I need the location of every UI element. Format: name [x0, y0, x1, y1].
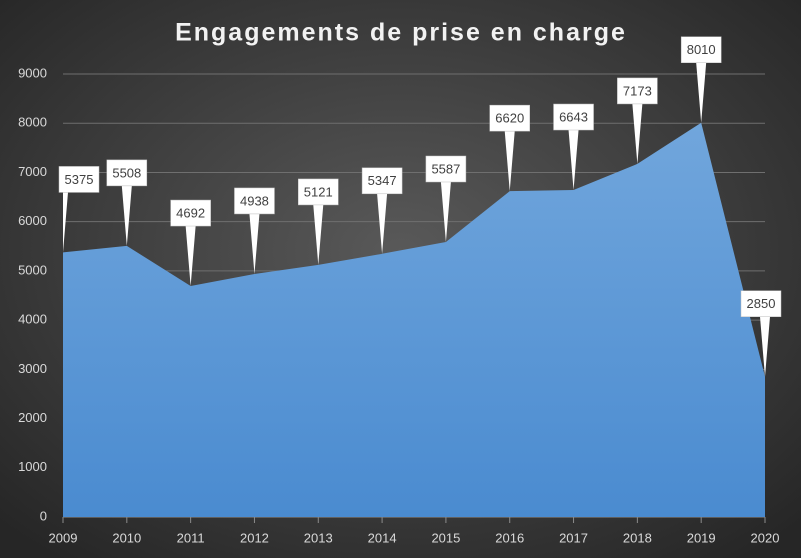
label-box	[489, 104, 530, 132]
label-pointer	[440, 181, 451, 242]
data-label: 4938	[240, 193, 269, 208]
data-label: 5121	[304, 184, 333, 199]
y-tick-label: 5000	[18, 262, 47, 277]
x-tick-label: 2016	[495, 530, 524, 545]
data-label: 5508	[112, 165, 141, 180]
area	[63, 122, 765, 517]
x-tick-label: 2011	[177, 530, 205, 545]
y-tick-label: 7000	[18, 164, 47, 179]
label-pointer	[504, 131, 515, 192]
label-pointer	[760, 316, 770, 377]
data-label: 4692	[176, 205, 205, 220]
data-label: 5347	[368, 173, 397, 188]
data-labels: 5375 5508 4692 4938 5121 5347 5587 6620 6643 7173…	[58, 36, 782, 377]
data-label: 5587	[431, 161, 460, 176]
data-label: 6620	[495, 111, 524, 126]
label-pointer	[696, 62, 707, 123]
label-pointer	[313, 204, 324, 265]
label-box	[425, 155, 467, 183]
y-tick-label: 0	[40, 508, 47, 523]
label-pointer	[632, 103, 643, 164]
label-box	[234, 187, 275, 215]
y-tick-label: 6000	[18, 213, 47, 228]
x-tick-label: 2012	[240, 530, 269, 545]
label-box	[58, 166, 100, 193]
label-pointer	[568, 130, 579, 191]
x-tick-label: 2013	[304, 530, 333, 545]
plot	[63, 122, 765, 517]
x-tick-label: 2009	[49, 530, 78, 545]
x-tick-label: 2017	[559, 530, 588, 545]
label-box	[170, 199, 211, 227]
y-tick-label: 1000	[18, 459, 47, 474]
label-pointer	[185, 226, 196, 287]
y-tick-label: 2000	[18, 410, 47, 425]
x-tick-label: 2014	[368, 530, 397, 545]
label-pointer	[249, 213, 260, 274]
y-tick-label: 8000	[18, 115, 47, 130]
label-box	[553, 103, 594, 131]
x-tick-label: 2020	[751, 530, 780, 545]
x-tick-label: 2015	[431, 530, 460, 545]
label-box	[106, 159, 148, 187]
data-label: 5375	[65, 172, 94, 187]
label-box	[680, 36, 722, 63]
data-label: 2850	[747, 296, 776, 311]
chart-title: Engagements de prise en charge	[175, 19, 627, 47]
label-pointer	[377, 193, 388, 254]
label-box	[361, 167, 403, 195]
label-box	[617, 77, 658, 105]
label-pointer	[121, 185, 132, 246]
label-box	[298, 178, 339, 206]
x-tick-label: 2018	[623, 530, 652, 545]
label-box	[740, 290, 782, 317]
y-tick-label: 4000	[18, 312, 47, 327]
y-tick-label: 9000	[18, 65, 47, 80]
y-tick-label: 3000	[18, 361, 47, 376]
label-pointer	[63, 192, 68, 253]
x-tick-label: 2019	[687, 530, 716, 545]
x-tick-label: 2010	[112, 530, 141, 545]
data-label: 7173	[623, 83, 652, 98]
data-label: 8010	[687, 42, 716, 57]
data-label: 6643	[559, 109, 588, 124]
